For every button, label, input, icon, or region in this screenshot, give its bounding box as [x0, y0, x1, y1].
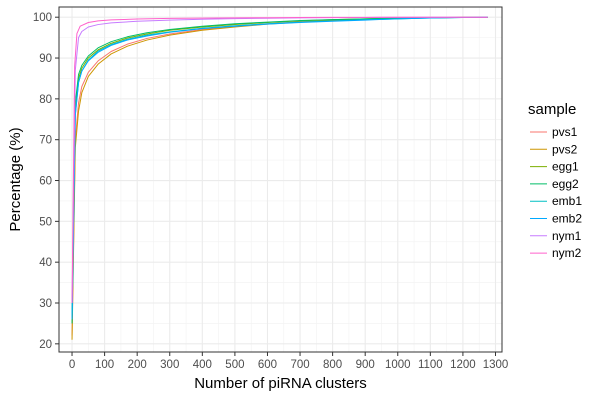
x-tick-label: 100	[95, 359, 114, 371]
legend-label-pvs2: pvs2	[552, 142, 578, 156]
legend-label-egg1: egg1	[552, 160, 579, 174]
y-tick-label: 70	[39, 135, 52, 147]
series-line-egg2	[71, 16, 488, 324]
x-tick-label: 400	[193, 359, 212, 371]
x-tick-label: 1200	[450, 359, 476, 371]
legend: sample pvs1 pvs2 egg1 egg2 emb1 emb2 nym1 nym2	[528, 101, 582, 260]
x-tick-label: 600	[258, 359, 277, 371]
x-axis-title: Number of piRNA clusters	[194, 375, 367, 392]
series-lines	[71, 16, 488, 340]
y-tick-label: 20	[39, 339, 52, 351]
legend-label-emb1: emb1	[552, 194, 582, 208]
legend-label-emb2: emb2	[552, 212, 582, 226]
legend-title: sample	[528, 101, 576, 118]
y-tick-label: 60	[39, 176, 52, 188]
grid-lines	[59, 7, 502, 352]
legend-label-egg2: egg2	[552, 177, 579, 191]
x-tick-label: 0	[69, 359, 75, 371]
legend-label-nym1: nym1	[552, 229, 582, 243]
y-tick-label: 90	[39, 53, 52, 65]
y-tick-label: 30	[39, 298, 52, 310]
x-tick-label: 900	[356, 359, 375, 371]
y-axis-title: Percentage (%)	[7, 127, 24, 231]
x-tick-label: 1000	[385, 359, 411, 371]
axis-ticks: 0 100 200 300 400 500 600 700 800 900 1000 1100 1200…	[33, 12, 508, 371]
series-line-emb2	[71, 16, 488, 320]
panel-background	[59, 7, 502, 352]
x-tick-label: 800	[323, 359, 342, 371]
y-tick-label: 40	[39, 257, 52, 269]
x-tick-label: 1300	[483, 359, 509, 371]
x-tick-label: 500	[225, 359, 244, 371]
x-tick-label: 200	[128, 359, 147, 371]
legend-label-nym2: nym2	[552, 246, 582, 260]
y-tick-label: 100	[33, 12, 52, 24]
x-tick-label: 1100	[418, 359, 443, 371]
x-tick-label: 300	[160, 359, 179, 371]
legend-label-pvs1: pvs1	[552, 125, 578, 139]
x-tick-label: 700	[290, 359, 309, 371]
y-tick-label: 50	[39, 216, 52, 228]
panel-border	[58, 6, 503, 353]
y-tick-label: 80	[39, 94, 52, 106]
series-line-nym2	[71, 16, 488, 304]
